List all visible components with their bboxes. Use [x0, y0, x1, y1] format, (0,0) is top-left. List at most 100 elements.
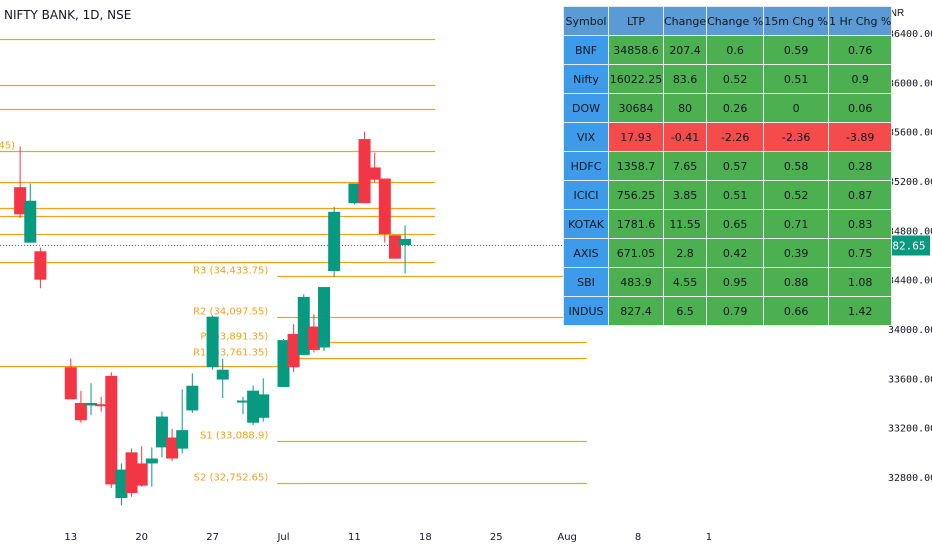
value-cell: 0	[763, 93, 829, 123]
value-cell: 0.65	[706, 209, 765, 239]
candle-body	[328, 211, 341, 272]
bullish-candle	[155, 411, 168, 458]
candle-body	[155, 416, 168, 448]
bullish-candle	[348, 183, 361, 205]
bullish-candle	[297, 294, 310, 355]
candle-body	[378, 178, 391, 235]
table-row: INDUS 827.4 6.5 0.79 0.66 1.42	[563, 296, 893, 326]
candle-body	[368, 167, 381, 180]
bullish-candle	[236, 396, 249, 415]
value-cell: 0.42	[706, 238, 765, 268]
table-row: HDFC 1358.7 7.65 0.57 0.58 0.28	[563, 151, 893, 181]
candle-body	[236, 400, 249, 403]
value-cell: 0.39	[763, 238, 829, 268]
value-cell: 83.6	[662, 64, 708, 94]
candle-body	[297, 296, 310, 355]
value-cell: 34858.6	[608, 35, 664, 65]
candle-body	[348, 183, 361, 204]
value-cell: 0.6	[706, 35, 765, 65]
value-cell: 1.42	[827, 296, 893, 326]
value-cell: 17.93	[608, 122, 664, 152]
candle-body	[105, 375, 118, 485]
watchlist-table: Symbol LTP Change Change % 15m Chg % 1 H…	[563, 6, 893, 326]
y-tick-label: 34000.00	[888, 325, 932, 336]
pivot-level-label: S1 (33,088.9)	[200, 431, 268, 442]
symbol-cell: VIX	[563, 122, 609, 152]
candle-body	[74, 403, 87, 421]
bullish-candle	[257, 378, 270, 422]
bullish-candle	[206, 315, 219, 370]
value-cell: -2.36	[763, 122, 829, 152]
y-tick-label: 33600.00	[888, 374, 932, 385]
candle-body	[358, 139, 371, 204]
bullish-candle	[24, 183, 37, 243]
value-cell: -3.89	[827, 122, 893, 152]
table-row: SBI 483.9 4.55 0.95 0.88 1.08	[563, 267, 893, 297]
candle-body	[216, 369, 229, 380]
value-cell: 0.26	[706, 93, 765, 123]
value-cell: 0.76	[827, 35, 893, 65]
pivot-level-label: R3 (34,433.75)	[193, 266, 268, 277]
bullish-candle	[176, 389, 189, 454]
bearish-candle	[307, 314, 320, 353]
x-tick-label: 8	[635, 532, 641, 543]
candle-body	[14, 187, 27, 215]
y-tick-label: 35200.00	[888, 177, 932, 188]
header-change-pct: Change %	[706, 6, 765, 36]
x-tick-label: 1	[706, 532, 712, 543]
header-ltp: LTP	[608, 6, 664, 36]
value-cell: 0.51	[706, 180, 765, 210]
bearish-candle	[14, 146, 27, 218]
candle-body	[247, 390, 260, 423]
candle-body	[206, 316, 219, 368]
bearish-candle	[287, 324, 300, 373]
bullish-candle	[115, 463, 128, 506]
y-tick-label: 33200.00	[888, 424, 932, 435]
symbol-cell: AXIS	[563, 238, 609, 268]
candle-body	[95, 404, 108, 407]
pivot-level-label: R2 (34,097.55)	[193, 307, 268, 318]
value-cell: 0.83	[827, 209, 893, 239]
x-tick-label: Aug	[557, 532, 577, 543]
candle-body	[166, 437, 179, 459]
table-row: AXIS 671.05 2.8 0.42 0.39 0.75	[563, 238, 893, 268]
symbol-cell: Nifty	[563, 64, 609, 94]
value-cell: 30684	[608, 93, 664, 123]
table-row: DOW 30684 80 0.26 0 0.06	[563, 93, 893, 123]
value-cell: 0.58	[763, 151, 829, 181]
y-tick-label: 32800.00	[888, 473, 932, 484]
header-15m-chg: 15m Chg %	[763, 6, 829, 36]
value-cell: 1.08	[827, 267, 893, 297]
chart-title: NIFTY BANK, 1D, NSE	[4, 8, 132, 22]
value-cell: 7.65	[662, 151, 708, 181]
value-cell: 3.85	[662, 180, 708, 210]
pivot-level-label: R4 (35,442.45)	[0, 141, 15, 152]
y-tick-label: 34800.00	[888, 226, 932, 237]
bearish-candle	[378, 178, 391, 243]
table-row: Nifty 16022.25 83.6 0.52 0.51 0.9	[563, 64, 893, 94]
value-cell: 0.57	[706, 151, 765, 181]
value-cell: 0.95	[706, 267, 765, 297]
symbol-cell: KOTAK	[563, 209, 609, 239]
bearish-candle	[125, 448, 138, 497]
value-cell: 483.9	[608, 267, 664, 297]
value-cell: 0.9	[827, 64, 893, 94]
candle-body	[24, 200, 37, 243]
value-cell: 0.52	[763, 180, 829, 210]
symbol-cell: INDUS	[563, 296, 609, 326]
bearish-candle	[105, 372, 118, 489]
table-row: BNF 34858.6 207.4 0.6 0.59 0.76	[563, 35, 893, 65]
bearish-candle	[74, 390, 87, 423]
bearish-candle	[388, 235, 401, 259]
value-cell: -0.41	[662, 122, 708, 152]
symbol-cell: BNF	[563, 35, 609, 65]
value-cell: 756.25	[608, 180, 664, 210]
currency-label: INR	[887, 8, 905, 19]
x-tick-label: 13	[64, 532, 77, 543]
symbol-cell: DOW	[563, 93, 609, 123]
candle-body	[307, 326, 320, 350]
value-cell: 0.79	[706, 296, 765, 326]
value-cell: 207.4	[662, 35, 708, 65]
value-cell: 80	[662, 93, 708, 123]
